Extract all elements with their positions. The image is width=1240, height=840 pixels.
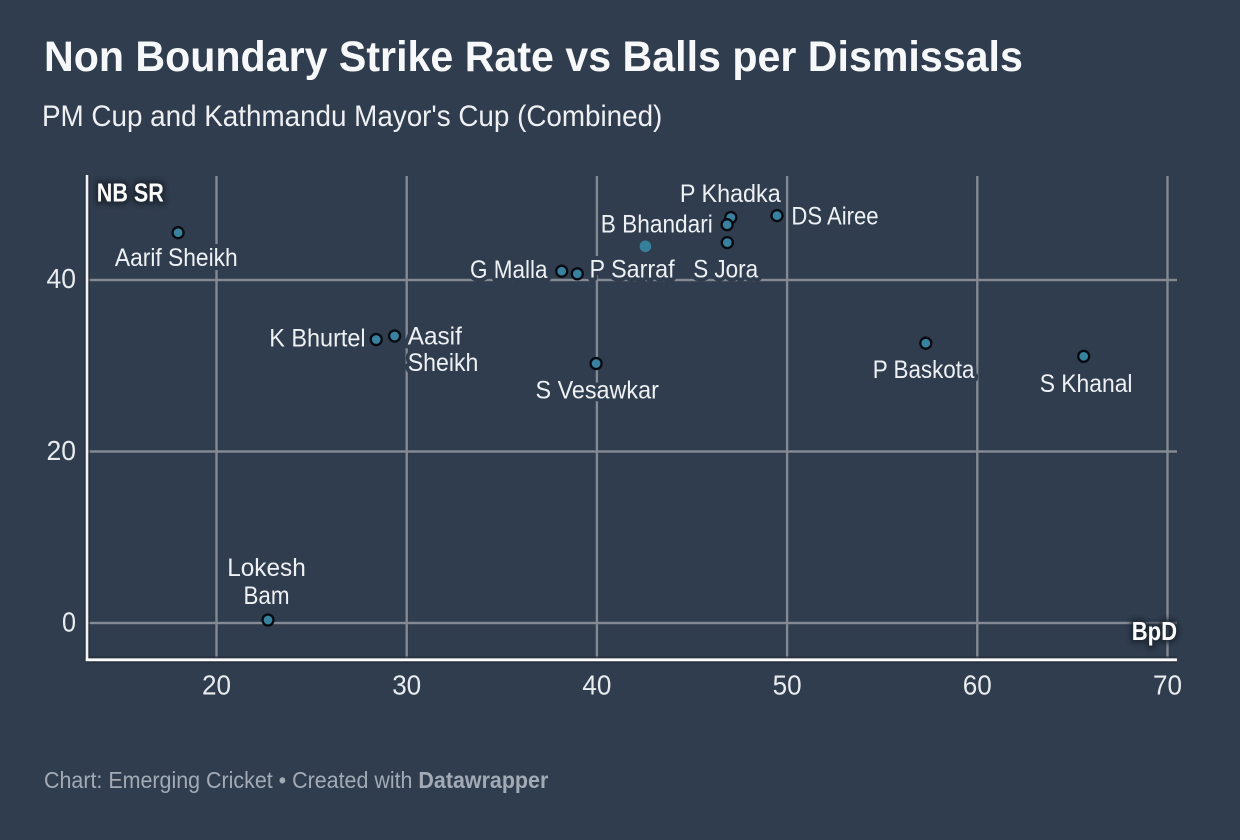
svg-text:BpD: BpD	[1132, 616, 1177, 646]
svg-text:P Sarraf: P Sarraf	[590, 255, 675, 283]
svg-text:Bam: Bam	[244, 582, 290, 610]
svg-text:G Malla: G Malla	[470, 256, 548, 284]
svg-text:Aarif Sheikh: Aarif Sheikh	[115, 244, 238, 272]
svg-text:50: 50	[773, 670, 802, 701]
svg-text:B Bhandari: B Bhandari	[601, 210, 713, 238]
svg-text:P Baskota: P Baskota	[873, 356, 975, 384]
svg-text:K Bhurtel: K Bhurtel	[269, 325, 365, 353]
svg-text:Sheikh: Sheikh	[408, 349, 479, 377]
svg-text:Aasif: Aasif	[408, 323, 462, 351]
svg-text:BpD: BpD	[1132, 616, 1177, 646]
svg-text:S Vesawkar: S Vesawkar	[536, 376, 659, 404]
svg-text:S Jora: S Jora	[693, 255, 758, 283]
svg-text:40: 40	[47, 263, 77, 294]
svg-text:0: 0	[62, 606, 76, 637]
svg-text:DS Airee: DS Airee	[791, 203, 878, 231]
svg-text:20: 20	[47, 435, 77, 466]
svg-text:60: 60	[963, 670, 992, 701]
svg-text:S Khanal: S Khanal	[1040, 370, 1133, 398]
svg-text:20: 20	[202, 670, 231, 701]
svg-text:Lokesh: Lokesh	[227, 554, 306, 582]
svg-text:NB SR: NB SR	[97, 178, 164, 208]
svg-text:30: 30	[392, 670, 421, 701]
svg-text:70: 70	[1153, 670, 1182, 701]
svg-text:40: 40	[582, 670, 611, 701]
svg-text:NB SR: NB SR	[97, 178, 164, 208]
svg-text:P Khadka: P Khadka	[680, 180, 781, 208]
